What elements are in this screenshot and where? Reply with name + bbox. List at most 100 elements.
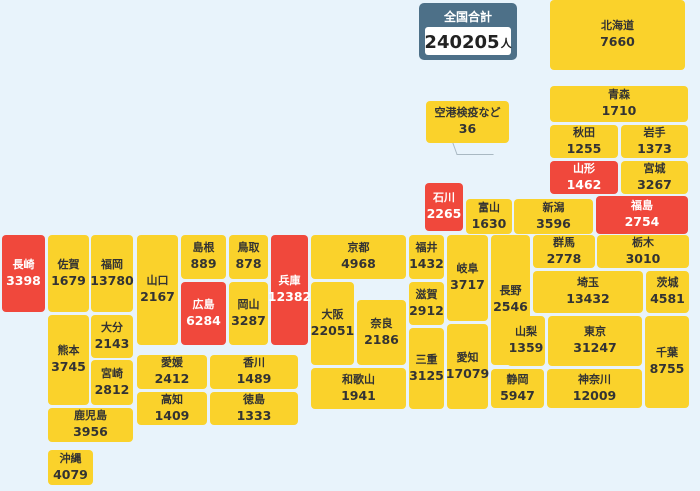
pref-name: 和歌山 (342, 372, 375, 386)
pref-value: 2778 (546, 250, 582, 266)
pref-name: 広島 (192, 297, 215, 311)
pref-name: 宮城 (643, 161, 666, 175)
pref-aomori[interactable]: 青森 1710 (550, 86, 688, 122)
pref-name: 三重 (415, 352, 438, 366)
pref-saga[interactable]: 佐賀 1679 (48, 235, 89, 312)
pref-name: 大分 (101, 320, 123, 334)
pref-value: 12009 (572, 387, 617, 403)
pref-value: 1333 (236, 407, 272, 423)
pref-name: 栃木 (632, 235, 654, 249)
pref-value: 1941 (341, 387, 376, 403)
pref-gunma[interactable]: 群馬 2778 (533, 235, 595, 268)
pref-mie[interactable]: 三重 3125 (409, 328, 444, 409)
pref-value: 1489 (236, 371, 272, 387)
pref-kumamoto[interactable]: 熊本 3745 (48, 315, 89, 405)
pref-name: 愛媛 (161, 356, 183, 370)
pref-nagasaki[interactable]: 長崎 3398 (2, 235, 45, 312)
pref-ishikawa[interactable]: 石川 2265 (425, 183, 463, 231)
pref-osaka[interactable]: 大阪 22051 (311, 282, 354, 365)
pref-value: 2546 (493, 299, 528, 315)
pref-miyazaki[interactable]: 宮崎 2812 (91, 360, 133, 405)
pref-value: 1432 (409, 256, 444, 272)
national-total-box: 240205 人 (424, 27, 512, 55)
pref-shimane[interactable]: 島根 889 (181, 235, 226, 279)
pref-akita[interactable]: 秋田 1255 (550, 125, 618, 158)
pref-name: 香川 (243, 356, 265, 370)
pref-value: 1255 (566, 140, 602, 156)
pref-kyoto[interactable]: 京都 4968 (311, 235, 406, 279)
pref-name: 佐賀 (57, 257, 80, 271)
pref-wakayama[interactable]: 和歌山 1941 (311, 368, 406, 409)
pref-value: 6284 (186, 312, 221, 328)
pref-shizuoka[interactable]: 静岡 5947 (491, 369, 544, 408)
pref-shiga[interactable]: 滋賀 2912 (409, 282, 444, 325)
pref-kagawa[interactable]: 香川 1489 (210, 355, 298, 389)
pref-name: 島根 (192, 241, 215, 255)
pref-tochigi[interactable]: 栃木 3010 (597, 235, 689, 268)
pref-value: 7660 (600, 34, 635, 50)
pref-miyagi[interactable]: 宮城 3267 (621, 161, 688, 194)
pref-value: 2143 (94, 335, 130, 351)
pref-saitama[interactable]: 埼玉 13432 (533, 271, 643, 313)
pref-value: 3267 (637, 176, 672, 192)
pref-value: 5947 (500, 387, 535, 403)
pref-name: 愛知 (456, 350, 479, 364)
pref-name: 長崎 (12, 257, 35, 271)
pref-name: 石川 (433, 191, 455, 205)
pref-value: 31247 (573, 340, 617, 356)
pref-kagoshima[interactable]: 鹿児島 3956 (48, 408, 133, 442)
pref-name: 群馬 (553, 235, 575, 249)
pref-okayama[interactable]: 岡山 3287 (229, 282, 268, 345)
pref-name: 神奈川 (578, 372, 611, 386)
pref-yamagata[interactable]: 山形 1462 (550, 161, 618, 194)
pref-oita[interactable]: 大分 2143 (91, 315, 133, 358)
pref-chiba[interactable]: 千葉 8755 (645, 316, 689, 408)
pref-fukuoka[interactable]: 福岡 13780 (90, 235, 134, 312)
national-total-value: 240205 (424, 32, 500, 53)
pref-value: 2265 (426, 206, 462, 222)
pref-hiroshima[interactable]: 広島 6284 (181, 282, 226, 345)
pref-okinawa[interactable]: 沖縄 4079 (48, 450, 93, 485)
pref-nara[interactable]: 奈良 2186 (357, 300, 406, 365)
pref-tokushima[interactable]: 徳島 1333 (210, 392, 298, 425)
pref-name: 宮崎 (101, 366, 123, 380)
pref-value: 4079 (53, 466, 88, 482)
pref-value: 2412 (154, 371, 190, 387)
pref-name: 岐阜 (456, 262, 479, 276)
pref-name: 福島 (631, 199, 653, 213)
pref-value: 878 (235, 256, 262, 272)
pref-tottori[interactable]: 鳥取 878 (229, 235, 268, 279)
pref-name: 東京 (584, 325, 606, 339)
pref-name: 沖縄 (59, 451, 82, 465)
pref-value: 17079 (445, 365, 490, 381)
pref-kanagawa[interactable]: 神奈川 12009 (547, 369, 642, 408)
pref-kochi[interactable]: 高知 1409 (137, 392, 207, 425)
pref-hyogo[interactable]: 兵庫 12382 (268, 235, 311, 345)
pref-hokkaido[interactable]: 北海道 7660 (550, 0, 685, 70)
pref-airport[interactable]: 空港検疫など 36 (426, 101, 509, 143)
pref-ehime[interactable]: 愛媛 2412 (137, 355, 207, 389)
national-total-unit: 人 (500, 37, 512, 50)
pref-niigata[interactable]: 新潟 3596 (514, 199, 593, 234)
pref-value: 1462 (566, 176, 602, 192)
pref-value: 1679 (51, 272, 86, 288)
pref-name: 岩手 (643, 125, 666, 139)
pref-aichi[interactable]: 愛知 17079 (445, 324, 490, 409)
pref-name: 埼玉 (577, 276, 599, 290)
pref-gifu[interactable]: 岐阜 3717 (447, 235, 488, 321)
pref-value: 889 (190, 256, 217, 272)
pref-fukui[interactable]: 福井 1432 (409, 235, 444, 279)
pref-value: 2812 (94, 381, 130, 397)
pref-yamanashi[interactable]: 山梨 1359 (507, 316, 545, 366)
pref-name: 山口 (146, 274, 169, 288)
pref-ibaraki[interactable]: 茨城 4581 (646, 271, 689, 313)
pref-tokyo[interactable]: 東京 31247 (548, 316, 642, 366)
pref-name: 滋賀 (415, 287, 438, 301)
pref-name: 鳥取 (237, 241, 260, 255)
pref-toyama[interactable]: 富山 1630 (466, 199, 512, 234)
pref-iwate[interactable]: 岩手 1373 (621, 125, 688, 158)
pref-yamaguchi[interactable]: 山口 2167 (137, 235, 178, 345)
pref-fukushima[interactable]: 福島 2754 (596, 196, 688, 234)
pref-name: 千葉 (656, 346, 678, 360)
pref-value: 3956 (73, 424, 108, 440)
